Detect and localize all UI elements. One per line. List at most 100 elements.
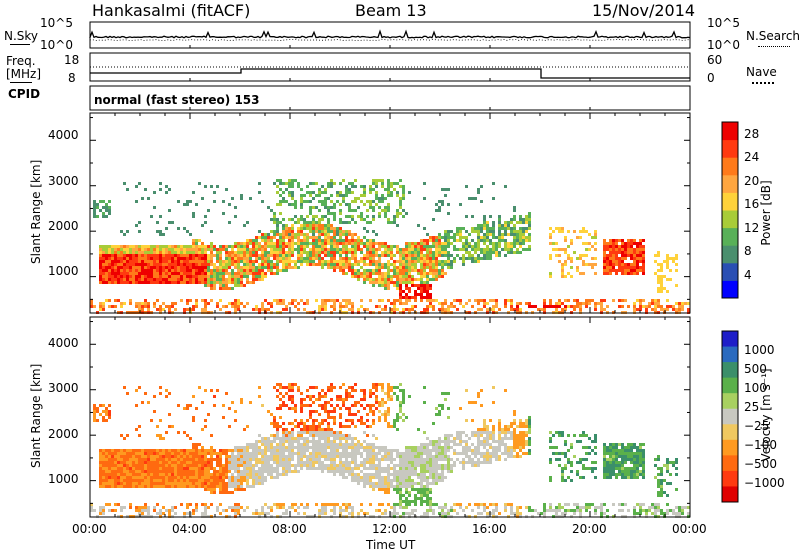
power-cell [222,269,225,272]
power-cell [396,182,399,185]
power-cell [369,188,372,191]
power-cell [228,281,231,284]
power-cell [390,254,393,257]
power-cell [318,230,321,233]
power-cell [225,188,228,191]
power-cell [654,299,657,302]
velocity-cell [186,464,189,467]
velocity-cell [237,503,240,506]
power-cell [219,245,222,248]
velocity-cell [303,452,306,455]
power-cell [552,248,555,251]
power-cell [612,248,615,251]
power-cell [144,269,147,272]
velocity-cell [348,443,351,446]
power-cell [669,269,672,272]
power-cell [168,281,171,284]
power-cell [399,290,402,293]
velocity-cell [294,503,297,506]
power-cell [231,302,234,305]
power-cell [99,209,102,212]
velocity-cell [345,434,348,437]
velocity-cell [390,455,393,458]
velocity-cell [345,440,348,443]
power-cell [201,308,204,311]
power-cell [279,233,282,236]
velocity-cell [102,509,105,512]
power-cell [363,260,366,263]
power-cell [192,248,195,251]
velocity-cell [294,437,297,440]
power-cell [633,266,636,269]
power-cell [687,302,690,305]
velocity-cell [252,443,255,446]
power-cell [105,245,108,248]
velocity-cell [387,479,390,482]
velocity-cell [312,446,315,449]
power-cell [420,296,423,299]
velocity-cell [198,485,201,488]
velocity-cell [120,464,123,467]
power-cell [288,260,291,263]
power-cell [177,272,180,275]
velocity-cell [318,404,321,407]
power-cell [252,281,255,284]
velocity-cell [240,488,243,491]
power-cell [450,260,453,263]
power-cell [252,263,255,266]
velocity-cell [399,464,402,467]
power-cell [312,245,315,248]
velocity-cell [147,512,150,515]
power-cell [237,275,240,278]
velocity-cell [165,395,168,398]
power-cell [633,260,636,263]
velocity-cell [405,482,408,485]
velocity-cell [279,440,282,443]
power-cell [213,248,216,251]
velocity-cell [381,470,384,473]
power-cell [432,242,435,245]
velocity-cell [144,449,147,452]
velocity-cell [414,500,417,503]
power-cell [255,275,258,278]
power-cell [513,206,516,209]
velocity-cell [138,470,141,473]
velocity-cell [222,476,225,479]
velocity-cell [294,410,297,413]
power-cell [360,251,363,254]
velocity-cell [294,404,297,407]
power-cell [351,233,354,236]
power-cell [273,263,276,266]
power-cell [420,278,423,281]
velocity-cell [189,449,192,452]
power-cell [354,254,357,257]
velocity-cell [129,473,132,476]
power-cell [123,275,126,278]
velocity-cell [420,461,423,464]
velocity-cell [378,446,381,449]
power-cell [105,251,108,254]
power-cell [210,185,213,188]
velocity-cell [228,482,231,485]
power-cell [624,266,627,269]
power-cell [279,299,282,302]
velocity-cell [363,422,366,425]
power-cell [606,254,609,257]
velocity-cell [378,509,381,512]
velocity-cell [297,443,300,446]
velocity-cell [396,476,399,479]
power-cell [402,263,405,266]
velocity-cell [225,485,228,488]
power-cell [561,302,564,305]
power-cell [483,248,486,251]
power-cell [393,299,396,302]
power-cell [678,302,681,305]
power-cell [270,251,273,254]
power-cell [165,191,168,194]
power-cell [492,182,495,185]
power-cell [612,269,615,272]
velocity-cell [405,506,408,509]
velocity-cell [210,491,213,494]
power-cell [504,224,507,227]
velocity-cell [405,449,408,452]
